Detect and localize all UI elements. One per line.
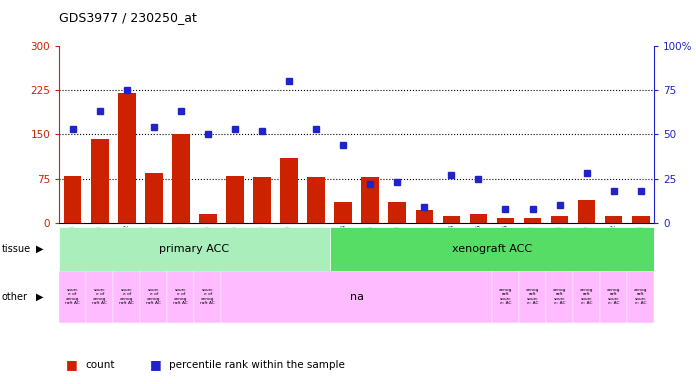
Text: other: other (1, 291, 27, 302)
Text: sourc
e of
xenog
raft AC: sourc e of xenog raft AC (173, 288, 189, 305)
Bar (551, 216, 569, 223)
Text: sourc
e of
xenog
raft AC: sourc e of xenog raft AC (93, 288, 107, 305)
Bar (546, 271, 573, 323)
Bar (573, 271, 600, 323)
Bar (59, 271, 86, 323)
Text: sourc
e of
xenog
raft AC: sourc e of xenog raft AC (200, 288, 215, 305)
Text: percentile rank within the sample: percentile rank within the sample (169, 360, 345, 370)
Text: sourc
e of
xenog
raft AC: sourc e of xenog raft AC (119, 288, 134, 305)
Bar (605, 216, 622, 223)
Bar (600, 271, 627, 323)
Bar (253, 177, 271, 223)
Bar (632, 216, 649, 223)
Bar (416, 210, 433, 223)
Bar (330, 227, 654, 271)
Text: tissue: tissue (1, 243, 31, 254)
Text: GDS3977 / 230250_at: GDS3977 / 230250_at (59, 12, 197, 25)
Bar (167, 271, 194, 323)
Bar (361, 177, 379, 223)
Bar (199, 214, 216, 223)
Text: xenog
raft
sourc
e: AC: xenog raft sourc e: AC (525, 288, 539, 305)
Bar (470, 214, 487, 223)
Bar (523, 218, 541, 223)
Text: xenog
raft
sourc
e: AC: xenog raft sourc e: AC (580, 288, 594, 305)
Text: ▶: ▶ (36, 291, 44, 302)
Text: sourc
e of
xenog
raft AC: sourc e of xenog raft AC (146, 288, 161, 305)
Bar (141, 271, 167, 323)
Bar (221, 271, 492, 323)
Text: xenog
raft
sourc
e: AC: xenog raft sourc e: AC (553, 288, 567, 305)
Bar (86, 271, 113, 323)
Text: xenog
raft
sourc
e: AC: xenog raft sourc e: AC (607, 288, 620, 305)
Bar (113, 271, 141, 323)
Bar (578, 200, 595, 223)
Text: xenog
raft
sourc
e: AC: xenog raft sourc e: AC (499, 288, 512, 305)
Bar (334, 202, 352, 223)
Text: ■: ■ (150, 358, 161, 371)
Text: count: count (86, 360, 115, 370)
Bar (280, 158, 298, 223)
Text: na: na (349, 291, 364, 302)
Bar (497, 218, 514, 223)
Bar (145, 173, 163, 223)
Bar (443, 216, 460, 223)
Bar (194, 271, 221, 323)
Bar (64, 175, 81, 223)
Bar (492, 271, 519, 323)
Bar (627, 271, 654, 323)
Text: primary ACC: primary ACC (159, 243, 230, 254)
Bar (59, 227, 330, 271)
Bar (226, 175, 244, 223)
Text: xenog
raft
sourc
e: AC: xenog raft sourc e: AC (634, 288, 647, 305)
Text: ▶: ▶ (36, 243, 44, 254)
Text: ■: ■ (66, 358, 78, 371)
Bar (519, 271, 546, 323)
Bar (118, 93, 136, 223)
Bar (308, 177, 325, 223)
Text: xenograft ACC: xenograft ACC (452, 243, 532, 254)
Text: sourc
e of
xenog
raft AC: sourc e of xenog raft AC (65, 288, 80, 305)
Bar (91, 139, 109, 223)
Bar (388, 202, 406, 223)
Bar (172, 134, 190, 223)
